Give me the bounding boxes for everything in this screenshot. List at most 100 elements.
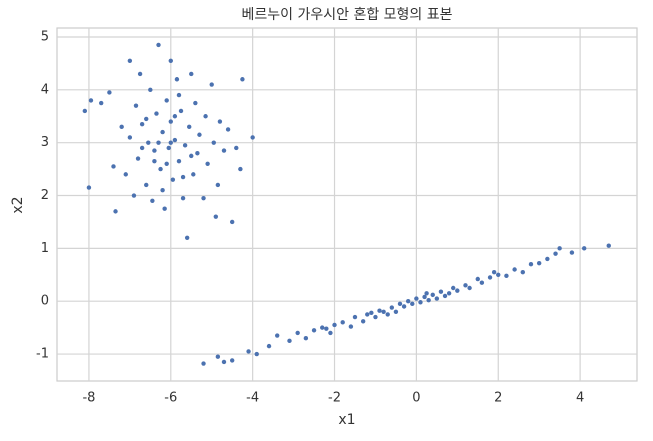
- point: [455, 288, 460, 293]
- point: [139, 145, 145, 151]
- x-axis-label: x1: [338, 412, 355, 428]
- point: [154, 111, 159, 116]
- point: [606, 243, 611, 248]
- point: [166, 145, 171, 151]
- point: [133, 103, 139, 108]
- point: [377, 308, 382, 313]
- point: [189, 153, 194, 159]
- point: [209, 82, 214, 87]
- point: [195, 151, 200, 156]
- x-tick-label: 2: [494, 391, 502, 406]
- x-tick-label: 0: [412, 391, 420, 406]
- point: [152, 148, 157, 153]
- point: [111, 164, 116, 169]
- x-tick-label: -6: [164, 391, 177, 406]
- y-tick-label: 4: [41, 82, 49, 97]
- point: [410, 301, 415, 307]
- point: [463, 283, 468, 288]
- point: [113, 209, 118, 214]
- point: [164, 98, 169, 103]
- point: [144, 182, 149, 188]
- point: [479, 280, 485, 285]
- point: [381, 309, 386, 314]
- point: [295, 330, 300, 336]
- point: [146, 140, 151, 145]
- point: [203, 114, 208, 119]
- point: [176, 158, 182, 164]
- point: [434, 296, 440, 301]
- point: [393, 309, 399, 314]
- y-tick-label: 3: [41, 135, 49, 150]
- point: [246, 349, 251, 354]
- point: [528, 262, 534, 267]
- point: [229, 358, 235, 363]
- point: [99, 100, 104, 106]
- point: [320, 325, 325, 330]
- point: [491, 269, 497, 275]
- point: [385, 312, 390, 317]
- point: [201, 361, 206, 366]
- point: [160, 129, 165, 135]
- y-tick-label: 5: [41, 29, 49, 44]
- point: [405, 299, 411, 304]
- point: [365, 312, 370, 317]
- point: [303, 335, 309, 341]
- point: [238, 166, 243, 172]
- point: [348, 324, 354, 329]
- point: [352, 314, 358, 320]
- point: [144, 116, 149, 122]
- y-tick-label: -1: [36, 347, 49, 362]
- point: [176, 92, 182, 98]
- point: [275, 333, 280, 338]
- point: [150, 198, 155, 204]
- point: [191, 172, 196, 177]
- point: [172, 137, 178, 143]
- y-tick-label: 1: [41, 241, 49, 256]
- point: [438, 289, 444, 294]
- point: [158, 166, 163, 172]
- x-tick-label: 4: [576, 391, 584, 406]
- point: [254, 351, 259, 357]
- point: [156, 140, 161, 145]
- point: [162, 206, 167, 211]
- point: [369, 310, 374, 316]
- point: [426, 297, 431, 303]
- point: [170, 177, 176, 182]
- point: [168, 140, 173, 145]
- point: [324, 326, 329, 331]
- point: [225, 127, 231, 132]
- point: [164, 161, 169, 167]
- point: [160, 188, 165, 193]
- point: [418, 300, 423, 305]
- point: [139, 121, 145, 127]
- point: [127, 58, 133, 63]
- point: [156, 42, 161, 48]
- point: [496, 272, 501, 277]
- point: [205, 161, 210, 167]
- point: [174, 77, 180, 82]
- point: [512, 267, 517, 272]
- point: [211, 140, 216, 145]
- point: [221, 148, 227, 153]
- point: [451, 285, 456, 291]
- point: [152, 158, 157, 164]
- point: [86, 185, 92, 190]
- point: [184, 235, 190, 240]
- point: [311, 328, 317, 333]
- point: [180, 174, 186, 180]
- point: [504, 273, 509, 279]
- point: [360, 319, 366, 324]
- point: [250, 135, 255, 140]
- point: [168, 58, 173, 63]
- y-axis-label: x2: [10, 196, 26, 213]
- point: [422, 294, 427, 300]
- point: [168, 119, 173, 124]
- point: [137, 71, 143, 77]
- point: [569, 250, 575, 255]
- point: [215, 182, 221, 188]
- point: [213, 214, 219, 219]
- point: [123, 172, 128, 177]
- point: [189, 71, 194, 77]
- point: [82, 108, 88, 114]
